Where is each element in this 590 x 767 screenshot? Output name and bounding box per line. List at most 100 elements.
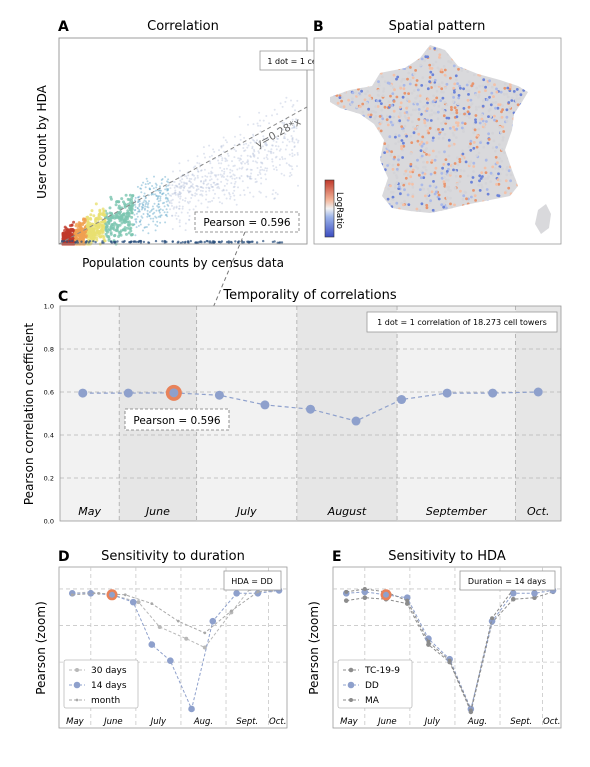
scatter-point bbox=[265, 156, 268, 159]
data-point bbox=[87, 590, 95, 597]
map-dot bbox=[414, 69, 417, 72]
map-dot bbox=[477, 151, 481, 155]
scatter-point bbox=[164, 194, 167, 196]
month-label: May bbox=[66, 717, 85, 727]
scatter-point bbox=[153, 202, 156, 205]
map-dot bbox=[413, 72, 416, 76]
scatter-point bbox=[262, 119, 265, 122]
map-dot bbox=[472, 161, 476, 165]
scatter-point bbox=[107, 221, 111, 224]
map-dot bbox=[340, 99, 343, 103]
map-dot bbox=[386, 123, 390, 127]
scatter-point bbox=[140, 208, 143, 211]
map-dot bbox=[398, 119, 402, 123]
scatter-point bbox=[125, 212, 129, 216]
map-dot bbox=[469, 139, 473, 143]
scatter-point bbox=[239, 157, 241, 160]
scatter-point bbox=[152, 212, 154, 215]
scatter-point bbox=[71, 228, 75, 232]
map-dot bbox=[405, 110, 409, 114]
map-dot bbox=[487, 132, 490, 136]
scatter-point bbox=[223, 184, 226, 187]
map-dot bbox=[438, 56, 441, 59]
scatter-point bbox=[180, 185, 183, 188]
map-dot bbox=[412, 125, 415, 129]
legend-box bbox=[337, 659, 413, 709]
scatter-point bbox=[251, 145, 254, 148]
map-dot bbox=[440, 68, 443, 72]
map-dot bbox=[472, 141, 476, 144]
scatter-point bbox=[161, 178, 164, 180]
scatter-point bbox=[144, 205, 147, 208]
map-dot bbox=[467, 112, 471, 116]
scatter-point bbox=[178, 225, 181, 228]
scatter-point bbox=[196, 155, 199, 158]
map-dot bbox=[472, 146, 476, 150]
scatter-point bbox=[111, 223, 115, 226]
data-point bbox=[229, 609, 233, 613]
scatter-point bbox=[178, 191, 181, 193]
map-dot bbox=[418, 188, 422, 192]
map-dot bbox=[380, 102, 383, 105]
scatter-point bbox=[282, 137, 285, 140]
scatter-point bbox=[173, 186, 176, 189]
scatter-point bbox=[179, 241, 182, 245]
map-dot bbox=[426, 187, 430, 191]
map-dot bbox=[433, 78, 437, 82]
scatter-point bbox=[271, 158, 274, 161]
map-dot bbox=[466, 110, 470, 114]
scatter-point bbox=[271, 144, 274, 147]
map-dot bbox=[419, 149, 423, 153]
map-dot bbox=[424, 103, 428, 107]
scatter-point bbox=[223, 172, 226, 175]
map-dot bbox=[432, 94, 435, 98]
map-dot bbox=[411, 108, 415, 112]
scatter-point bbox=[222, 136, 225, 139]
map-dot bbox=[454, 136, 458, 140]
map-dot bbox=[397, 158, 400, 162]
scatter-point bbox=[210, 185, 213, 188]
scatter-point bbox=[285, 144, 288, 147]
scatter-point bbox=[174, 191, 177, 194]
scatter-point bbox=[249, 168, 252, 171]
map-dot bbox=[497, 167, 501, 171]
map-dot bbox=[383, 151, 386, 155]
scatter-point bbox=[266, 158, 269, 160]
map-dot bbox=[497, 182, 501, 186]
scatter-point bbox=[254, 181, 257, 184]
scatter-point bbox=[179, 169, 181, 172]
scatter-point bbox=[260, 177, 263, 180]
fit-line bbox=[58, 106, 308, 245]
scatter-point bbox=[181, 241, 184, 244]
scatter-point bbox=[134, 199, 136, 202]
scatter-point bbox=[278, 164, 281, 166]
scatter-point bbox=[117, 235, 121, 238]
map-dot bbox=[482, 98, 486, 102]
map-dot bbox=[507, 169, 511, 173]
map-dot bbox=[445, 82, 449, 86]
scatter-point bbox=[280, 172, 283, 175]
map-dot bbox=[432, 104, 436, 107]
panel-c: C Temporality of correlations 0.00.20.40… bbox=[22, 288, 562, 526]
scatter-point bbox=[130, 215, 134, 219]
scatter-point bbox=[144, 226, 147, 229]
scatter-point bbox=[137, 196, 140, 199]
map-dot bbox=[425, 153, 428, 156]
scatter-point bbox=[75, 222, 79, 226]
scatter-point bbox=[162, 192, 165, 195]
scatter-point bbox=[142, 229, 144, 232]
map-dot bbox=[431, 80, 434, 83]
scatter-point bbox=[155, 209, 158, 212]
panel-a-note: 1 dot = 1 cell tower bbox=[267, 57, 347, 66]
corsica-map bbox=[535, 204, 551, 234]
map-dot bbox=[443, 150, 446, 154]
scatter-point bbox=[161, 192, 164, 195]
map-dot bbox=[431, 100, 435, 104]
scatter-point bbox=[86, 215, 90, 219]
scatter-point bbox=[254, 141, 256, 144]
scatter-point bbox=[167, 181, 170, 184]
scatter-point bbox=[288, 153, 291, 156]
scatter-point bbox=[296, 141, 299, 144]
map-dot bbox=[473, 194, 477, 198]
map-dot bbox=[498, 157, 502, 160]
